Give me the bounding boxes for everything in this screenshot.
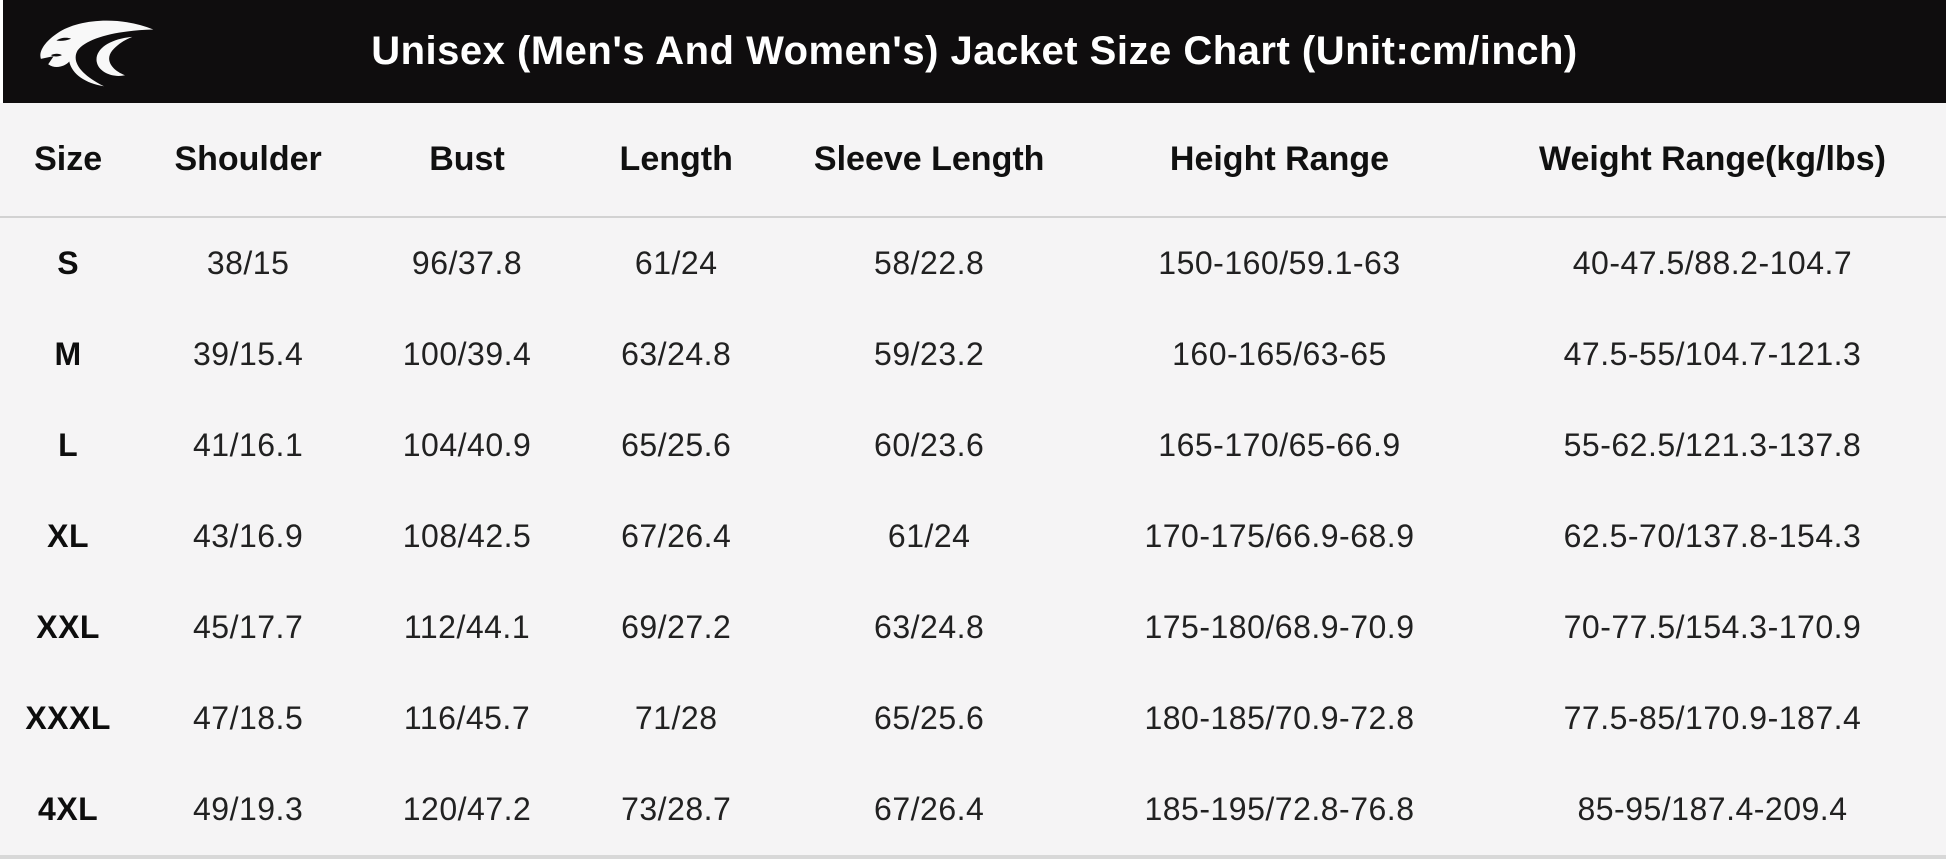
weight-range-value: 55-62.5/121.3-137.8 — [1563, 427, 1862, 463]
cougar-swoosh-logo-icon — [29, 7, 157, 96]
bust-value: 120/47.2 — [402, 791, 532, 827]
sleeve-length-value: 65/25.6 — [874, 700, 985, 736]
height-range-value: 175-180/68.9-70.9 — [1144, 609, 1415, 645]
sleeve-length-value: 63/24.8 — [874, 609, 985, 645]
table-row: XXXL 47/18.5 116/45.7 71/28 65/25.6 180-… — [0, 673, 1946, 764]
column-header-height-range: Height Range — [1080, 103, 1479, 218]
table-row: XXL 45/17.7 112/44.1 69/27.2 63/24.8 175… — [0, 582, 1946, 673]
length-value: 65/25.6 — [621, 427, 732, 463]
table-row: S 38/15 96/37.8 61/24 58/22.8 150-160/59… — [0, 217, 1946, 309]
bust-value: 116/45.7 — [403, 700, 531, 736]
table-row: M 39/15.4 100/39.4 63/24.8 59/23.2 160-1… — [0, 309, 1946, 400]
shoulder-value: 39/15.4 — [192, 336, 304, 372]
height-range-value: 170-175/66.9-68.9 — [1144, 518, 1415, 554]
sleeve-length-value: 67/26.4 — [874, 791, 985, 827]
shoulder-value: 45/17.7 — [192, 609, 304, 645]
column-header-weight-range: Weight Range(kg/lbs) — [1478, 103, 1946, 218]
length-value: 69/27.2 — [621, 609, 732, 645]
header-bar: Unisex (Men's And Women's) Jacket Size C… — [0, 0, 1946, 103]
size-label: 4XL — [38, 791, 99, 827]
length-value: 67/26.4 — [621, 518, 732, 554]
length-value: 71/28 — [634, 700, 718, 736]
table-row: XL 43/16.9 108/42.5 67/26.4 61/24 170-17… — [0, 491, 1946, 582]
column-header-bust: Bust — [360, 103, 575, 218]
column-header-size: Size — [0, 103, 137, 218]
bust-value: 96/37.8 — [411, 245, 523, 281]
length-value: 61/24 — [634, 245, 718, 281]
bust-value: 104/40.9 — [402, 427, 532, 463]
column-header-shoulder: Shoulder — [136, 103, 360, 218]
size-label: M — [54, 336, 82, 372]
length-value: 73/28.7 — [621, 791, 732, 827]
shoulder-value: 49/19.3 — [192, 791, 304, 827]
height-range-value: 160-165/63-65 — [1172, 336, 1387, 372]
size-chart-table: Size Shoulder Bust Length Sleeve Length … — [0, 103, 1946, 855]
weight-range-value: 62.5-70/137.8-154.3 — [1563, 518, 1862, 554]
table-header-row: Size Shoulder Bust Length Sleeve Length … — [0, 103, 1946, 218]
sleeve-length-value: 58/22.8 — [874, 245, 985, 281]
size-label: XXXL — [25, 700, 111, 736]
height-range-value: 150-160/59.1-63 — [1158, 245, 1401, 281]
size-chart-table-area: Size Shoulder Bust Length Sleeve Length … — [0, 103, 1946, 855]
table-row: L 41/16.1 104/40.9 65/25.6 60/23.6 165-1… — [0, 400, 1946, 491]
weight-range-value: 47.5-55/104.7-121.3 — [1563, 336, 1862, 372]
size-label: L — [58, 427, 79, 463]
size-label: S — [57, 245, 80, 281]
shoulder-value: 43/16.9 — [192, 518, 304, 554]
weight-range-value: 77.5-85/170.9-187.4 — [1563, 700, 1862, 736]
column-header-length: Length — [574, 103, 779, 218]
size-label: XL — [47, 518, 90, 554]
bust-value: 112/44.1 — [403, 609, 531, 645]
shoulder-value: 41/16.1 — [192, 427, 304, 463]
table-row: 4XL 49/19.3 120/47.2 73/28.7 67/26.4 185… — [0, 764, 1946, 855]
sleeve-length-value: 60/23.6 — [874, 427, 985, 463]
weight-range-value: 70-77.5/154.3-170.9 — [1563, 609, 1862, 645]
weight-range-value: 40-47.5/88.2-104.7 — [1572, 245, 1853, 281]
sleeve-length-value: 59/23.2 — [874, 336, 985, 372]
height-range-value: 180-185/70.9-72.8 — [1144, 700, 1415, 736]
bust-value: 100/39.4 — [402, 336, 532, 372]
shoulder-value: 38/15 — [206, 245, 290, 281]
length-value: 63/24.8 — [621, 336, 732, 372]
height-range-value: 165-170/65-66.9 — [1158, 427, 1401, 463]
size-label: XXL — [36, 609, 100, 645]
shoulder-value: 47/18.5 — [192, 700, 304, 736]
column-header-sleeve-length: Sleeve Length — [778, 103, 1080, 218]
bottom-edge-divider — [0, 855, 1946, 859]
sleeve-length-value: 61/24 — [887, 518, 971, 554]
weight-range-value: 85-95/187.4-209.4 — [1577, 791, 1848, 827]
page-title: Unisex (Men's And Women's) Jacket Size C… — [371, 29, 1578, 73]
height-range-value: 185-195/72.8-76.8 — [1144, 791, 1415, 827]
bust-value: 108/42.5 — [402, 518, 532, 554]
